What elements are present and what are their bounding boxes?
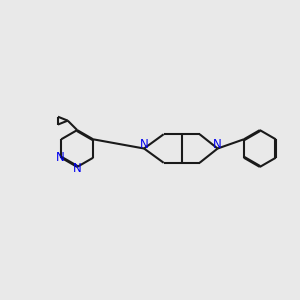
Text: N: N — [140, 138, 148, 151]
Text: N: N — [213, 138, 222, 151]
Text: N: N — [73, 162, 82, 175]
Text: N: N — [56, 151, 64, 164]
